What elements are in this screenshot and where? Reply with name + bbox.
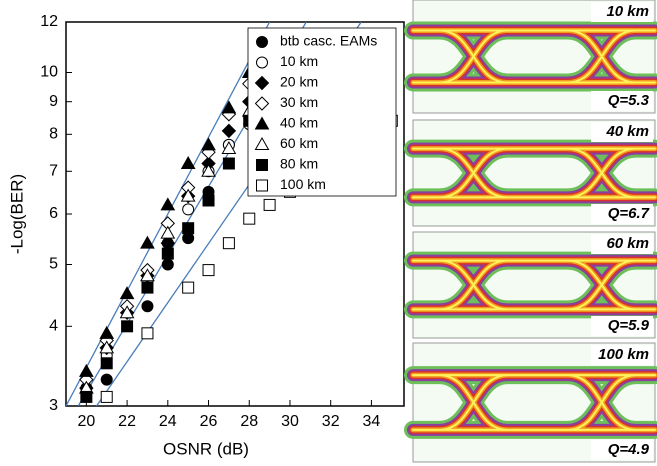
- marker: [223, 158, 234, 169]
- legend-label: 40 km: [280, 115, 318, 131]
- figure: OSNR (dB) -Log(BER) 20222426283032343456…: [0, 0, 657, 466]
- marker: [244, 213, 255, 224]
- legend-marker: [257, 57, 268, 68]
- legend-label: 100 km: [280, 176, 326, 192]
- marker: [101, 358, 112, 369]
- y-tick-label: 4: [49, 318, 58, 335]
- marker: [183, 233, 194, 244]
- marker: [203, 265, 214, 276]
- x-tick-label: 26: [200, 413, 218, 430]
- x-axis-label: OSNR (dB): [163, 439, 249, 458]
- legend-label: btb casc. EAMs: [280, 33, 377, 49]
- legend-label: 30 km: [280, 94, 318, 110]
- marker: [142, 328, 153, 339]
- eye-label: 60 km: [606, 235, 649, 252]
- marker: [264, 199, 275, 210]
- eye-diagram: 100 km Q=4.9: [413, 343, 655, 462]
- legend-label: 80 km: [280, 156, 318, 172]
- y-tick-label: 6: [49, 205, 58, 222]
- eye-label: 10 km: [606, 3, 649, 20]
- marker: [223, 238, 234, 249]
- legend-marker: [257, 160, 268, 171]
- marker: [183, 204, 194, 215]
- legend-label: 20 km: [280, 74, 318, 90]
- marker: [122, 321, 133, 332]
- legend-box: [248, 28, 396, 196]
- y-tick-label: 3: [49, 397, 58, 414]
- eye-q: Q=5.3: [608, 92, 650, 109]
- eye-diagram: 40 km Q=6.7: [413, 120, 655, 226]
- y-axis-label: -Log(BER): [7, 174, 26, 254]
- eye-label: 100 km: [598, 346, 649, 363]
- x-tick-label: 20: [77, 413, 95, 430]
- eye-diagram: 60 km Q=5.9: [413, 232, 655, 338]
- eye-q: Q=5.9: [608, 317, 650, 334]
- legend-label: 10 km: [280, 53, 318, 69]
- marker: [183, 282, 194, 293]
- y-tick-label: 9: [49, 93, 58, 110]
- eye-q: Q=4.9: [608, 441, 650, 458]
- marker: [183, 223, 194, 234]
- marker: [101, 374, 112, 385]
- legend-marker: [257, 180, 268, 191]
- marker: [162, 259, 173, 270]
- y-tick-label: 10: [40, 64, 58, 81]
- y-tick-label: 7: [49, 163, 58, 180]
- marker: [203, 195, 214, 206]
- x-tick-label: 32: [322, 413, 340, 430]
- marker: [101, 391, 112, 402]
- marker: [142, 282, 153, 293]
- marker: [142, 301, 153, 312]
- y-tick-label: 5: [49, 256, 58, 273]
- y-tick-label: 12: [40, 13, 58, 30]
- x-tick-label: 28: [240, 413, 258, 430]
- x-tick-label: 34: [363, 413, 381, 430]
- y-tick-label: 8: [49, 126, 58, 143]
- legend-label: 60 km: [280, 135, 318, 151]
- x-tick-label: 24: [159, 413, 177, 430]
- marker: [162, 248, 173, 259]
- eye-q: Q=6.7: [608, 205, 650, 222]
- legend-marker: [257, 37, 268, 48]
- x-tick-label: 22: [118, 413, 136, 430]
- x-tick-label: 30: [281, 413, 299, 430]
- eye-diagram: 10 km Q=5.3: [413, 0, 655, 113]
- eye-label: 40 km: [605, 123, 649, 140]
- marker: [81, 391, 92, 402]
